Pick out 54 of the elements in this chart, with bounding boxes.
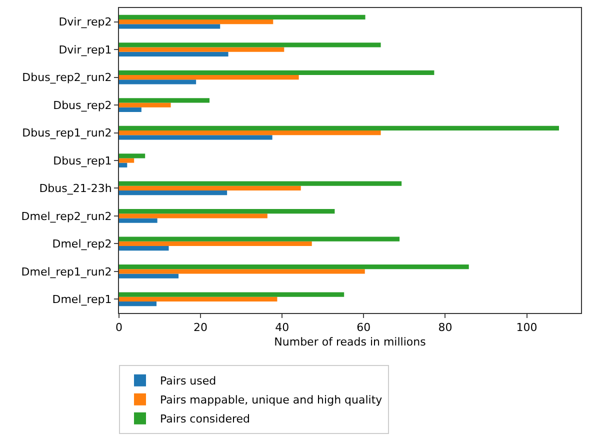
bar (119, 75, 299, 80)
bar (119, 14, 366, 20)
bar (119, 126, 559, 130)
bar (119, 292, 344, 297)
x-tick-label: 60 (356, 321, 371, 334)
bar (119, 130, 381, 136)
bar (119, 301, 157, 306)
y-tick-label: Dbus_rep1_run2 (22, 126, 112, 140)
x-tick-label: 0 (116, 321, 122, 334)
bar (119, 274, 179, 278)
y-tick-label: Dmel_rep1_run2 (21, 265, 112, 278)
bar (119, 80, 196, 84)
y-tick-label: Dvir_rep1 (58, 43, 112, 56)
bar (119, 264, 469, 270)
bar (119, 162, 128, 168)
x-tick-label: 80 (438, 321, 452, 334)
bar (119, 190, 228, 196)
legend-label: Pairs considered (160, 412, 250, 426)
bar (119, 186, 301, 191)
y-tick-label: Dmel_rep1 (52, 292, 112, 306)
y-tick-label: Dmel_rep2 (52, 238, 112, 251)
bar (119, 70, 434, 76)
y-tick-label: Dvir_rep2 (58, 16, 112, 29)
x-tick-label: 20 (194, 321, 208, 334)
bar (119, 209, 335, 214)
x-tick-label: 100 (516, 321, 538, 334)
x-tick-label: 40 (275, 321, 290, 334)
y-tick-label: Dbus_21-23h (39, 182, 112, 196)
bar (119, 52, 228, 57)
bar (119, 241, 312, 246)
bar (119, 181, 402, 186)
bar (119, 47, 284, 52)
y-tick-label: Dbus_rep2 (53, 98, 112, 112)
bar (119, 218, 158, 223)
bar (119, 107, 142, 112)
bar (119, 102, 171, 108)
bar (119, 42, 381, 48)
bar (119, 98, 210, 103)
y-tick-label: Dmel_rep2_run2 (21, 210, 112, 223)
bar (119, 214, 268, 218)
bar (119, 158, 134, 163)
y-tick-label: Dbus_rep1 (53, 154, 112, 168)
legend-label: Pairs used (160, 374, 216, 388)
bar (119, 269, 365, 274)
bar (119, 24, 220, 29)
legend-label: Pairs mappable, unique and high quality (160, 394, 383, 407)
y-tick-label: Dbus_rep2_run2 (22, 71, 112, 84)
bar (119, 154, 146, 158)
bar (119, 296, 278, 302)
x-axis-title: Number of reads in millions (274, 335, 426, 348)
bar (119, 236, 400, 242)
bar (119, 246, 169, 251)
bar (119, 135, 272, 140)
bar (119, 20, 274, 24)
